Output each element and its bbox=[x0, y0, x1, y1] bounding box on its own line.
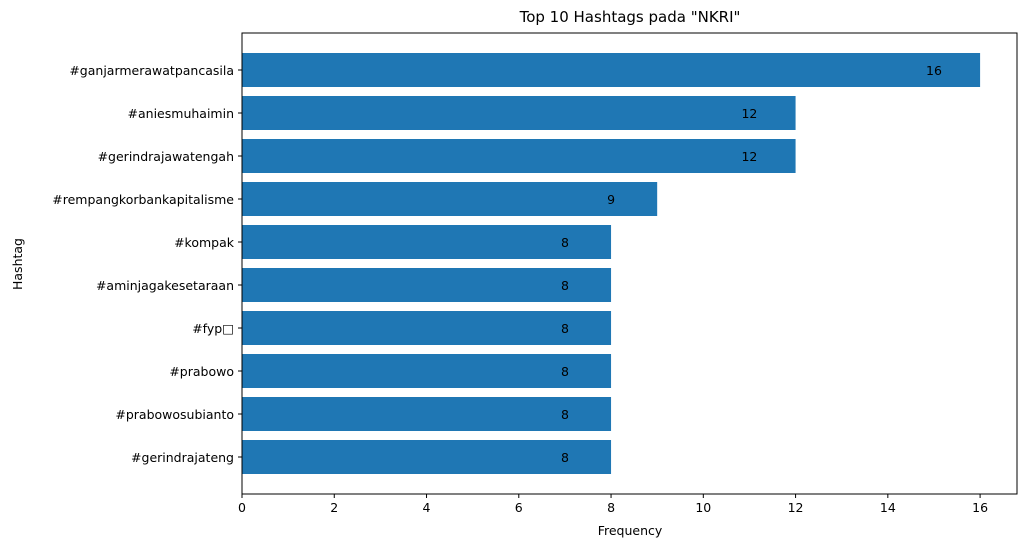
bar bbox=[242, 440, 612, 474]
x-axis-ticks: 0 2 4 6 8 10 12 14 16 bbox=[238, 494, 988, 515]
bar-value-label: 8 bbox=[561, 364, 569, 379]
y-axis-label: Hashtag bbox=[10, 238, 25, 290]
bar bbox=[242, 225, 612, 259]
bar-value-label: 8 bbox=[561, 407, 569, 422]
y-tick-label: #rempangkorbankapitalisme bbox=[52, 192, 234, 207]
y-tick-label: #gerindrajateng bbox=[131, 450, 234, 465]
x-tick-label: 4 bbox=[423, 500, 431, 515]
chart-title: Top 10 Hashtags pada "NKRI" bbox=[519, 8, 741, 26]
y-tick-label: #gerindrajawatengah bbox=[98, 149, 234, 164]
bar-value-label: 8 bbox=[561, 235, 569, 250]
bar bbox=[242, 53, 981, 87]
x-tick-label: 8 bbox=[607, 500, 615, 515]
x-tick-label: 14 bbox=[880, 500, 896, 515]
bar bbox=[242, 397, 612, 431]
bar bbox=[242, 311, 612, 345]
x-tick-label: 2 bbox=[330, 500, 338, 515]
x-tick-label: 0 bbox=[238, 500, 246, 515]
y-tick-label: #prabowo bbox=[169, 364, 234, 379]
y-tick-label: #kompak bbox=[174, 235, 235, 250]
bar-value-label: 12 bbox=[741, 106, 757, 121]
y-tick-label: #ganjarmerawatpancasila bbox=[69, 63, 234, 78]
bar-value-label: 12 bbox=[741, 149, 757, 164]
x-tick-label: 16 bbox=[972, 500, 988, 515]
bar bbox=[242, 96, 796, 130]
x-tick-label: 12 bbox=[788, 500, 804, 515]
bar-value-label: 8 bbox=[561, 450, 569, 465]
x-tick-label: 6 bbox=[515, 500, 523, 515]
y-tick-label: #aminjagakesetaraan bbox=[96, 278, 234, 293]
x-axis-label: Frequency bbox=[598, 523, 663, 538]
bars-group bbox=[242, 53, 981, 474]
y-axis-ticks: #ganjarmerawatpancasila #aniesmuhaimin #ge… bbox=[52, 63, 242, 465]
bar-value-label: 16 bbox=[926, 63, 942, 78]
bar-value-label: 8 bbox=[561, 321, 569, 336]
bar bbox=[242, 182, 658, 216]
bar-value-label: 9 bbox=[607, 192, 615, 207]
y-tick-label: #aniesmuhaimin bbox=[128, 106, 234, 121]
y-tick-label: #prabowosubianto bbox=[115, 407, 234, 422]
plot-area-frame bbox=[241, 32, 1018, 495]
x-tick-label: 10 bbox=[695, 500, 711, 515]
bar bbox=[242, 268, 612, 302]
bar-value-label: 8 bbox=[561, 278, 569, 293]
y-tick-label: #fyp□ bbox=[192, 321, 234, 336]
bar bbox=[242, 139, 796, 173]
bar bbox=[242, 354, 612, 388]
data-labels-group: 16 12 12 9 8 8 8 8 8 8 bbox=[561, 63, 942, 465]
